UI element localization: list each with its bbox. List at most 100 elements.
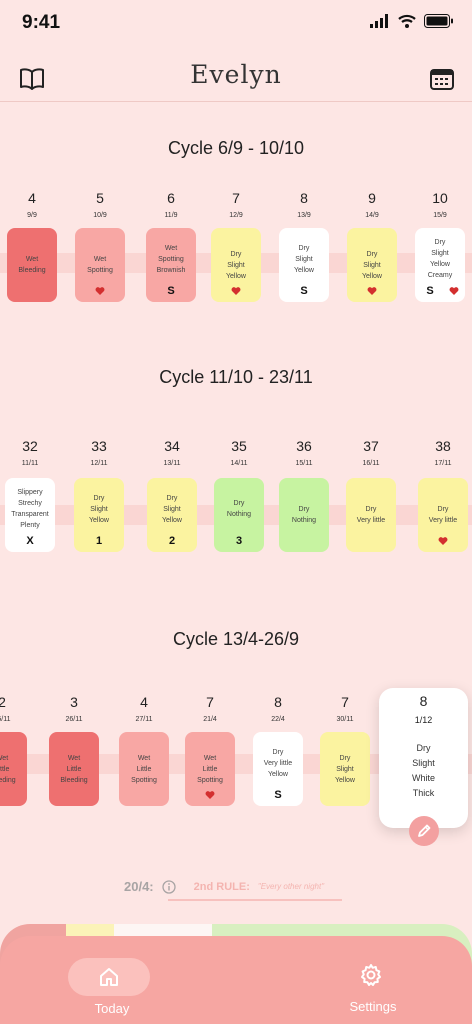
pencil-icon <box>418 824 431 837</box>
heart-icon <box>231 287 241 295</box>
tab-bar: Today Settings <box>0 924 472 1024</box>
day-number: 8 <box>300 190 308 206</box>
day-number: 33 <box>91 438 107 454</box>
day-card[interactable]: Dry Nothing <box>279 478 329 552</box>
info-icon[interactable] <box>161 879 176 894</box>
day-number: 4 <box>28 190 36 206</box>
day-header: 34 13/11 <box>146 438 198 467</box>
day-date: 13/9 <box>297 212 311 219</box>
day-number: 6 <box>167 190 175 206</box>
day-card[interactable]: Slippery Strechy Transparent Plenty X <box>5 478 55 552</box>
day-date: 21/4 <box>203 716 217 723</box>
day-card[interactable]: Dry Nothing 3 <box>214 478 264 552</box>
day-header: 33 12/11 <box>73 438 125 467</box>
day-card[interactable]: Wet Spotting Brownish S <box>146 228 196 302</box>
day-number: 8 <box>274 694 282 710</box>
tab-settings[interactable] <box>358 962 384 988</box>
day-date: 17/11 <box>434 460 452 467</box>
journal-button[interactable] <box>18 66 46 92</box>
calendar-icon <box>430 69 454 90</box>
day-mark: 3 <box>235 535 243 547</box>
tab-settings-label[interactable]: Settings <box>349 999 397 1014</box>
day-mark: 1 <box>95 535 103 547</box>
cycle-title: Cycle 6/9 - 10/10 <box>167 138 305 158</box>
day-header: 8 13/9 <box>278 190 330 219</box>
heart-icon <box>95 287 105 295</box>
selected-day-date: 1/12 <box>414 715 433 725</box>
day-header: 7 21/4 <box>184 694 236 723</box>
day-mark: S <box>274 789 282 801</box>
heart-icon <box>367 287 377 295</box>
edit-button[interactable] <box>409 816 439 846</box>
day-number: 5 <box>96 190 104 206</box>
day-date: 10/9 <box>93 212 107 219</box>
day-mark: S <box>300 285 308 297</box>
day-date: 26/11 <box>65 716 83 723</box>
day-card[interactable]: Dry Slight Yellow S <box>279 228 329 302</box>
day-observation: Dry Nothing <box>291 506 317 524</box>
day-number: 36 <box>296 438 312 454</box>
day-card[interactable]: Wet Little Spotting <box>185 732 235 806</box>
day-date: 14/11 <box>230 460 248 467</box>
day-card[interactable]: Wet Spotting <box>75 228 125 302</box>
day-header: 5 10/9 <box>74 190 126 219</box>
day-header: 9 14/9 <box>346 190 398 219</box>
calendar-button[interactable] <box>428 66 456 92</box>
gear-icon <box>361 964 381 986</box>
day-observation: Wet Little Spotting <box>131 754 157 784</box>
day-number: 32 <box>22 438 38 454</box>
day-number: 3 <box>70 694 78 710</box>
day-observation: Dry Slight Yellow <box>362 250 382 280</box>
day-card[interactable]: Wet Little Spotting <box>119 732 169 806</box>
day-mark: S <box>426 285 434 297</box>
selected-day-observation: Dry Slight White Thick <box>411 743 435 798</box>
day-date: 15/9 <box>433 212 447 219</box>
day-card[interactable]: Dry Slight Yellow <box>320 732 370 806</box>
day-header: 10 15/9 <box>414 190 466 219</box>
day-observation: Dry Slight Yellow <box>162 494 182 524</box>
day-number: 7 <box>341 694 349 710</box>
day-header: 38 17/11 <box>417 438 469 467</box>
day-card[interactable]: Dry Very little <box>418 478 468 552</box>
tab-today[interactable] <box>96 964 122 990</box>
day-observation: Dry Very little Yellow <box>263 748 293 778</box>
day-date: 11/9 <box>164 212 178 219</box>
tab-bar-background: Today Settings <box>0 936 472 1024</box>
wifi-icon <box>398 14 416 28</box>
day-card[interactable]: Dry Slight Yellow 2 <box>147 478 197 552</box>
day-observation: Wet Bleeding <box>18 256 46 274</box>
day-card[interactable]: Dry Very little Yellow S <box>253 732 303 806</box>
status-icons <box>370 14 454 28</box>
day-header: 36 15/11 <box>278 438 330 467</box>
day-header: 7 30/11 <box>319 694 371 723</box>
day-card[interactable]: Dry Slight Yellow 1 <box>74 478 124 552</box>
day-header: 8 22/4 <box>252 694 304 723</box>
day-date: 16/11 <box>362 460 380 467</box>
day-card[interactable]: Dry Slight Yellow <box>211 228 261 302</box>
day-number: 37 <box>363 438 379 454</box>
day-header: 3 26/11 <box>48 694 100 723</box>
day-card[interactable]: Dry Slight Yellow Creamy S <box>415 228 465 302</box>
day-card[interactable]: Wet Little Bleeding <box>0 732 27 806</box>
day-observation: Dry Slight Yellow <box>335 754 355 784</box>
signal-icon <box>370 14 388 28</box>
day-card[interactable]: Dry Very little <box>346 478 396 552</box>
day-card[interactable]: Wet Bleeding <box>7 228 57 302</box>
day-observation: Dry Very little <box>428 506 458 524</box>
day-card[interactable]: Wet Little Bleeding <box>49 732 99 806</box>
cycle-title: Cycle 11/10 - 23/11 <box>159 367 313 387</box>
day-observation: Wet Little Bleeding <box>60 754 88 784</box>
day-card[interactable]: Dry Slight Yellow <box>347 228 397 302</box>
tab-today-label[interactable]: Today <box>94 1001 130 1016</box>
day-observation: Slippery Strechy Transparent Plenty <box>11 489 49 529</box>
app-header: Evelyn <box>0 52 472 102</box>
day-number: 10 <box>432 190 448 206</box>
day-observation: Wet Little Spotting <box>197 754 223 784</box>
rule-row: 20/4: 2nd RULE: "Every other night" <box>124 879 324 894</box>
day-date: 27/11 <box>135 716 153 723</box>
day-observation: Dry Slight Yellow Creamy <box>427 239 453 279</box>
day-date: 25/11 <box>0 716 11 723</box>
day-observation: Wet Spotting Brownish <box>156 244 186 274</box>
status-bar: 9:41 <box>0 0 472 48</box>
selected-day-card[interactable]: 8 1/12 Dry Slight White Thick <box>379 688 468 828</box>
